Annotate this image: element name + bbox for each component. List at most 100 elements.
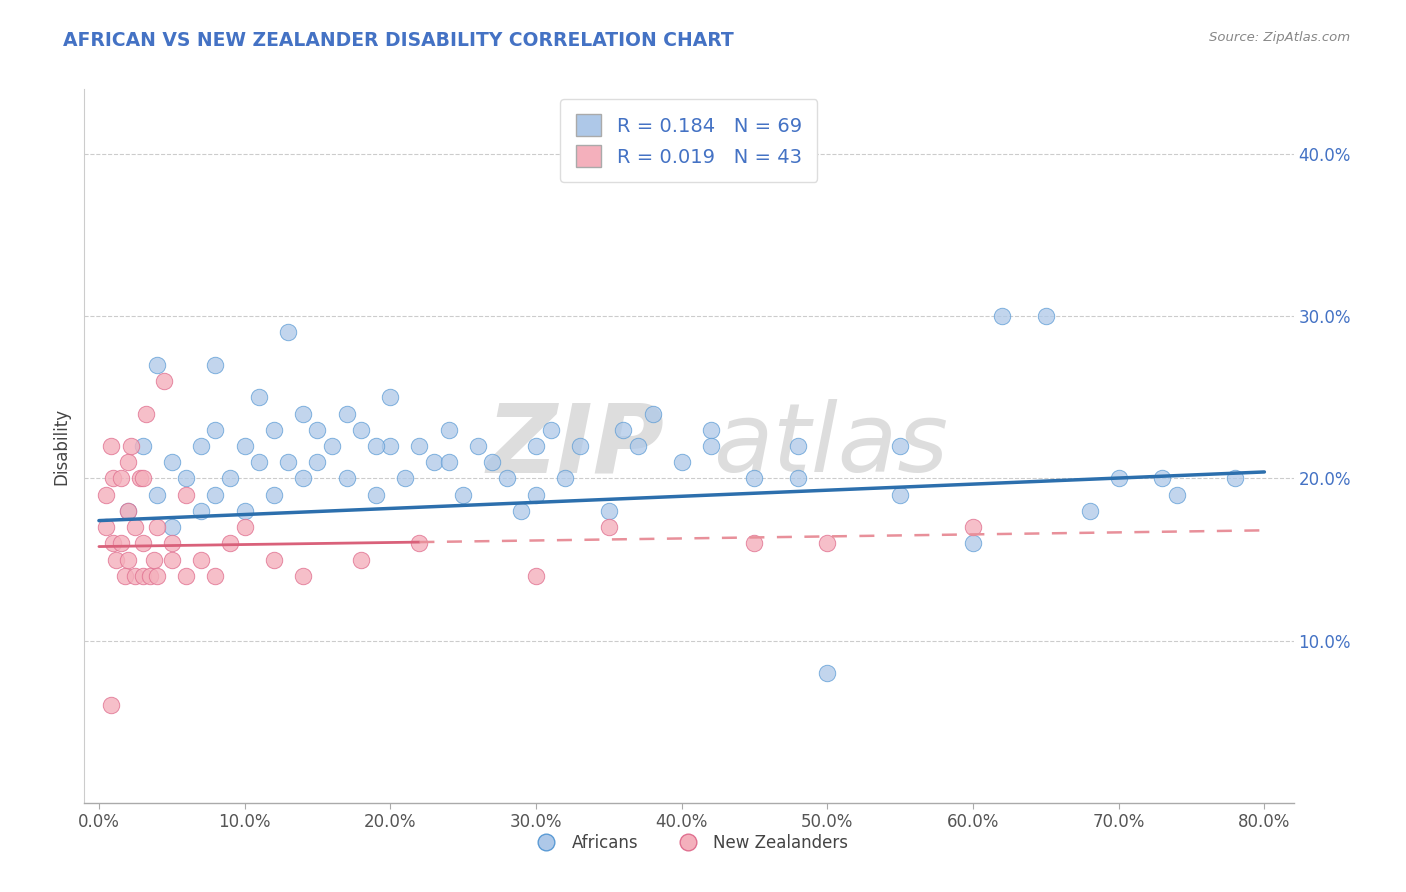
Point — [671, 455, 693, 469]
Point — [307, 455, 329, 469]
Legend: Africans, New Zealanders: Africans, New Zealanders — [523, 828, 855, 859]
Point — [394, 471, 416, 485]
Point — [481, 455, 503, 469]
Point — [263, 423, 285, 437]
Point — [1152, 471, 1174, 485]
Point — [204, 488, 226, 502]
Point — [117, 455, 139, 469]
Point — [744, 471, 766, 485]
Point — [110, 536, 132, 550]
Text: Source: ZipAtlas.com: Source: ZipAtlas.com — [1209, 31, 1350, 45]
Point — [233, 504, 256, 518]
Point — [350, 552, 373, 566]
Point — [247, 455, 270, 469]
Point — [277, 326, 299, 340]
Point — [135, 407, 157, 421]
Point — [700, 439, 723, 453]
Point — [554, 471, 576, 485]
Point — [1078, 504, 1101, 518]
Point — [889, 439, 911, 453]
Point — [176, 488, 198, 502]
Point — [277, 455, 299, 469]
Point — [176, 568, 198, 582]
Point — [307, 423, 329, 437]
Point — [124, 520, 146, 534]
Point — [247, 390, 270, 404]
Point — [336, 471, 359, 485]
Point — [495, 471, 517, 485]
Point — [233, 439, 256, 453]
Point — [153, 374, 176, 388]
Point — [700, 423, 723, 437]
Point — [117, 504, 139, 518]
Point — [117, 552, 139, 566]
Point — [160, 552, 183, 566]
Point — [598, 520, 620, 534]
Point — [524, 488, 547, 502]
Point — [321, 439, 343, 453]
Point — [263, 488, 285, 502]
Text: ZIP: ZIP — [486, 400, 665, 492]
Point — [105, 552, 128, 566]
Point — [190, 439, 212, 453]
Point — [143, 552, 166, 566]
Point — [364, 439, 387, 453]
Point — [467, 439, 489, 453]
Point — [263, 552, 285, 566]
Point — [176, 471, 198, 485]
Point — [437, 423, 460, 437]
Point — [146, 358, 169, 372]
Point — [962, 520, 984, 534]
Point — [350, 423, 373, 437]
Point — [291, 407, 314, 421]
Point — [540, 423, 562, 437]
Point — [451, 488, 474, 502]
Point — [204, 423, 226, 437]
Point — [336, 407, 359, 421]
Point — [1166, 488, 1188, 502]
Text: atlas: atlas — [713, 400, 948, 492]
Point — [408, 439, 430, 453]
Point — [408, 536, 430, 550]
Point — [627, 439, 650, 453]
Point — [131, 568, 153, 582]
Point — [1225, 471, 1247, 485]
Point — [889, 488, 911, 502]
Point — [744, 536, 766, 550]
Point — [131, 471, 153, 485]
Point — [437, 455, 460, 469]
Point — [190, 504, 212, 518]
Point — [117, 504, 139, 518]
Point — [991, 310, 1014, 324]
Point — [120, 439, 142, 453]
Point — [114, 568, 136, 582]
Point — [364, 488, 387, 502]
Point — [146, 568, 169, 582]
Point — [190, 552, 212, 566]
Point — [524, 568, 547, 582]
Point — [815, 536, 838, 550]
Point — [146, 520, 169, 534]
Point — [423, 455, 446, 469]
Point — [100, 698, 122, 713]
Point — [219, 536, 242, 550]
Point — [128, 471, 150, 485]
Point — [815, 666, 838, 681]
Point — [110, 471, 132, 485]
Point — [124, 568, 146, 582]
Point — [103, 536, 125, 550]
Point — [219, 471, 242, 485]
Point — [233, 520, 256, 534]
Point — [291, 471, 314, 485]
Point — [160, 520, 183, 534]
Point — [787, 439, 810, 453]
Point — [146, 488, 169, 502]
Point — [160, 536, 183, 550]
Point — [380, 439, 402, 453]
Point — [204, 568, 226, 582]
Point — [96, 520, 118, 534]
Point — [612, 423, 634, 437]
Point — [962, 536, 984, 550]
Text: AFRICAN VS NEW ZEALANDER DISABILITY CORRELATION CHART: AFRICAN VS NEW ZEALANDER DISABILITY CORR… — [63, 31, 734, 50]
Point — [787, 471, 810, 485]
